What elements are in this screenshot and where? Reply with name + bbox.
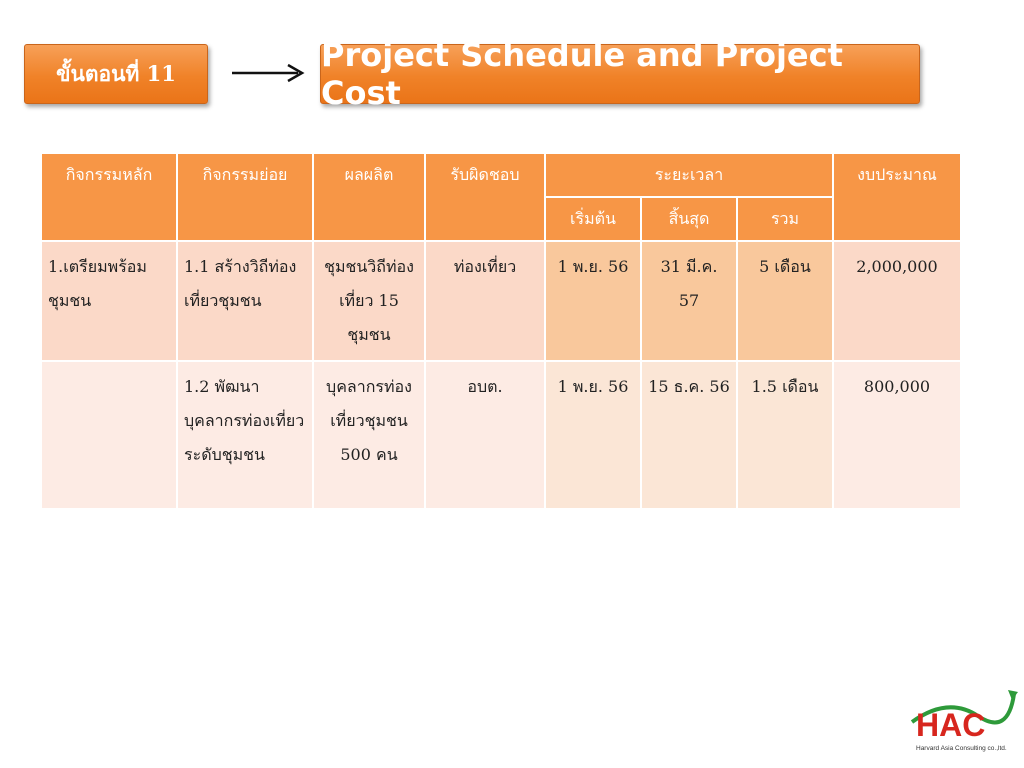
cell-start: 1 พ.ย. 56 [544, 240, 642, 362]
cell-main-activity: 1.เตรียมพร้อมชุมชน [40, 240, 178, 362]
header-sub-activity: กิจกรรมย่อย [176, 152, 314, 242]
step-label-text: ขั้นตอนที่ 11 [56, 60, 176, 86]
cell-responsible: ท่องเที่ยว [424, 240, 546, 362]
page-title-text: Project Schedule and Project Cost [321, 36, 843, 112]
logo-text: HAC [916, 707, 985, 743]
logo-subtitle: Harvard Asia Consulting co.,ltd. [916, 745, 1007, 752]
header-subrow: เริ่มต้น สิ้นสุด รวม [41, 196, 961, 242]
table-row: 1.2 พัฒนาบุคลากรท่องเที่ยวระดับชุมชน บุค… [40, 360, 962, 510]
cell-sub-activity: 1.2 พัฒนาบุคลากรท่องเที่ยวระดับชุมชน [176, 360, 314, 510]
header-duration: ระยะเวลา [544, 152, 834, 198]
header-start: เริ่มต้น [544, 196, 642, 242]
cell-start: 1 พ.ย. 56 [544, 360, 642, 510]
cell-output: ชุมชนวิถีท่องเที่ยว 15 ชุมชน [312, 240, 426, 362]
page-title: Project Schedule and Project Cost [320, 36, 920, 112]
cell-main-activity [40, 360, 178, 510]
table-row: 1.เตรียมพร้อมชุมชน 1.1 สร้างวิถีท่องเที่… [40, 240, 962, 362]
cell-total: 1.5 เดือน [736, 360, 834, 510]
cell-output: บุคลากรท่องเที่ยวชุมชน 500 คน [312, 360, 426, 510]
header-row: กิจกรรมหลัก กิจกรรมย่อย ผลผลิต รับผิดชอบ… [40, 152, 962, 242]
cell-responsible: อบต. [424, 360, 546, 510]
header-budget: งบประมาณ [832, 152, 962, 242]
header-end: สิ้นสุด [640, 196, 738, 242]
cell-end: 15 ธ.ค. 56 [640, 360, 738, 510]
header-output: ผลผลิต [312, 152, 426, 242]
cell-total: 5 เดือน [736, 240, 834, 362]
cell-sub-activity: 1.1 สร้างวิถีท่องเที่ยวชุมชน [176, 240, 314, 362]
cell-budget: 800,000 [832, 360, 962, 510]
cell-budget: 2,000,000 [832, 240, 962, 362]
header-main-activity: กิจกรรมหลัก [40, 152, 178, 242]
header-responsible: รับผิดชอบ [424, 152, 546, 242]
header-total: รวม [736, 196, 834, 242]
hac-logo: HAC Harvard Asia Consulting co.,ltd. [910, 690, 1018, 752]
cell-end: 31 มี.ค. 57 [640, 240, 738, 362]
logo-swoosh-icon [910, 693, 1016, 725]
arrow-right-icon [232, 63, 305, 83]
schedule-table: กิจกรรมหลัก กิจกรรมย่อย ผลผลิต รับผิดชอบ… [40, 152, 962, 510]
step-label: ขั้นตอนที่ 11 [24, 44, 208, 104]
